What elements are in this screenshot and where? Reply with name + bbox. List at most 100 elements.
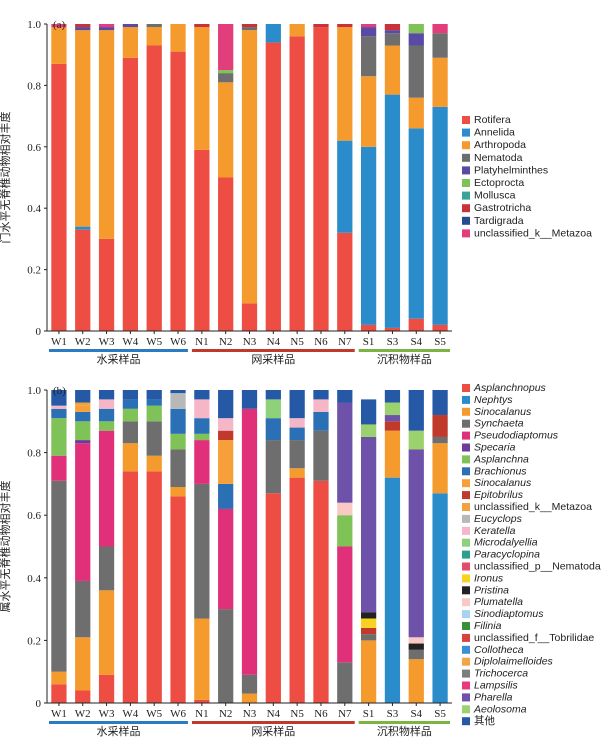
x-tick-label: W2 [75, 336, 91, 348]
genus-stacked-bar-chart: W1 W2 W3 W4 W5 W6 N1 N2 N3 N4 N5 N6 N7 S1 S3 S4 S5 0 0.2 0.… [0, 382, 601, 738]
legend-swatch [462, 116, 470, 124]
bar-segment [408, 128, 424, 319]
legend-swatch [462, 610, 470, 619]
bar-segment [218, 440, 234, 484]
bar-segment [146, 390, 162, 400]
legend-label: Pharella [474, 691, 513, 703]
bar-segment [146, 27, 162, 46]
x-tick-label: W1 [51, 336, 67, 348]
bar-segment [337, 390, 353, 403]
bar-segment [75, 24, 91, 28]
legend-swatch [462, 179, 470, 187]
bar-segment [194, 433, 210, 441]
bar-segment [265, 24, 281, 43]
bar-segment [98, 430, 115, 547]
group-label: 沉积物样品 [377, 724, 432, 738]
bar-segment [170, 24, 186, 52]
legend-label: Keratella [474, 525, 516, 537]
legend-swatch [462, 128, 470, 137]
bar-segment [51, 24, 67, 28]
bar-segment [194, 390, 210, 400]
bar-segment [360, 146, 377, 325]
bar-segment [98, 30, 115, 239]
bar-segment [51, 671, 67, 685]
bar-segment [194, 618, 210, 700]
bar-segment [170, 433, 186, 450]
bar-segment [98, 590, 115, 675]
group-bar [358, 349, 450, 352]
legend-swatch [462, 598, 470, 607]
bar-segment [194, 440, 210, 484]
bar-segment [408, 637, 424, 644]
legend-swatch [462, 141, 470, 150]
bar-segment [51, 390, 67, 406]
bar-segment [360, 612, 377, 619]
bar-segment [194, 699, 210, 703]
bar-segment [432, 24, 448, 34]
bar-segment [51, 405, 67, 409]
x-tick-label: S5 [434, 708, 446, 720]
x-tick-label: N1 [195, 336, 208, 348]
bar-segment [75, 229, 91, 331]
bar-segment [218, 82, 234, 178]
legend-label: Eucyclops [474, 513, 523, 525]
x-tick-label: S3 [387, 336, 399, 348]
bar-segment [75, 421, 91, 441]
bar-segment [408, 430, 424, 450]
x-tick-label: N2 [219, 708, 232, 720]
legend-swatch [462, 491, 470, 500]
bar-segment [218, 609, 234, 703]
legend-label: Aeolosoma [473, 703, 527, 715]
bar-segment [313, 27, 329, 331]
group-label: 网采样品 [251, 352, 295, 366]
bar-segment [289, 440, 305, 469]
bar-segment [241, 390, 258, 409]
x-tick-label: S1 [363, 708, 375, 720]
legend-swatch [462, 514, 470, 523]
y-tick-label: 0.2 [27, 265, 41, 277]
group-label: 水采样品 [96, 724, 140, 738]
bar-segment [313, 411, 329, 431]
bar-segment [313, 399, 329, 412]
legend-label: Rotifera [474, 114, 511, 126]
legend-swatch [462, 586, 470, 595]
bar-segment [98, 399, 115, 409]
bar-segment [384, 94, 401, 328]
bar-segment [146, 45, 162, 332]
x-tick-label: W3 [99, 336, 115, 348]
bar-segment [122, 27, 139, 58]
bar-segment [51, 480, 67, 672]
legend-swatch [462, 550, 470, 559]
legend-swatch [462, 216, 470, 225]
bar-segment [384, 390, 401, 403]
group-bar [191, 349, 355, 352]
legend-swatch [462, 395, 470, 404]
bar-segment [265, 440, 281, 494]
bar-segment [98, 674, 115, 703]
bar-segment [241, 24, 258, 28]
bar-segment [146, 24, 162, 28]
x-tick-label: W5 [146, 336, 162, 348]
bar-segment [122, 471, 139, 703]
bar-segment [289, 418, 305, 428]
bar-segment [360, 618, 377, 628]
x-tick-label: S4 [410, 336, 422, 348]
bar-segment [384, 477, 401, 703]
bar-segment [194, 483, 210, 619]
legend-label: Lampsilis [474, 680, 519, 692]
bar-segment [98, 421, 115, 431]
bar-segment [360, 640, 377, 703]
bar-segment [122, 443, 139, 472]
legend-label: 其他 [474, 714, 495, 727]
bar-segment [170, 449, 186, 488]
y-axis-label: 属水平无脊椎动物相对丰度 [0, 481, 12, 613]
y-tick-label: 0.6 [27, 142, 41, 154]
y-tick-label: 0.8 [27, 80, 41, 92]
bar-segment [408, 659, 424, 703]
bar-segment [51, 684, 67, 703]
legend-label: Gastrotricha [474, 202, 531, 214]
bar-segment [360, 424, 377, 437]
legend-label: Arthropoda [474, 139, 526, 151]
bar-segment [75, 226, 91, 230]
legend-label: Asplanchnopus [473, 382, 547, 394]
